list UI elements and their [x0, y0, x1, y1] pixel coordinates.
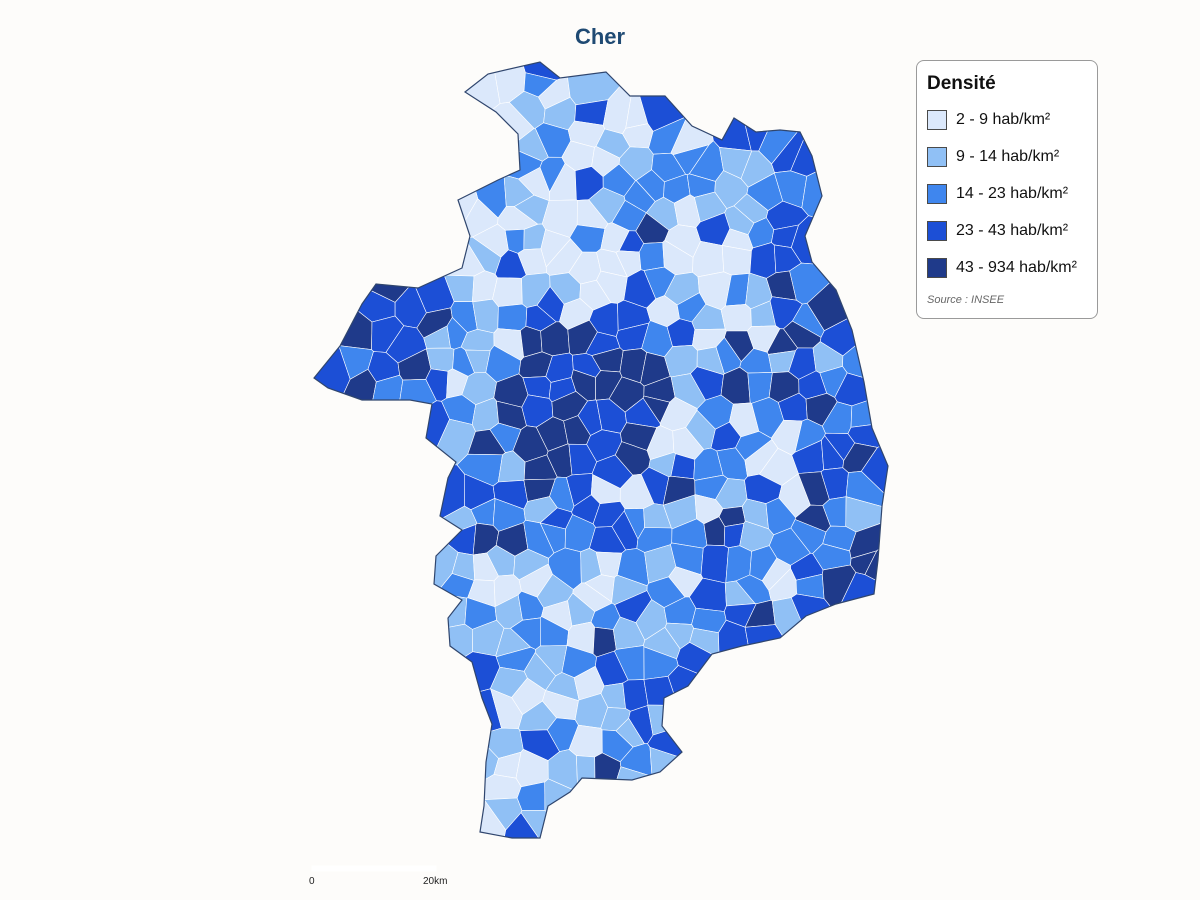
legend-item-class-4[interactable]: 23 - 43 hab/km²: [927, 212, 1087, 249]
commune-region[interactable]: [700, 544, 729, 584]
commune-region[interactable]: [267, 304, 351, 441]
commune-region[interactable]: [413, 15, 501, 143]
commune-region[interactable]: [649, 746, 734, 833]
scale-bar-start-label: 0: [309, 876, 315, 887]
legend-swatch: [927, 183, 947, 204]
legend-swatch: [927, 109, 947, 130]
commune-region[interactable]: [567, 21, 652, 106]
commune-region[interactable]: [647, 704, 704, 736]
commune-region[interactable]: [720, 304, 752, 332]
legend-label: 14 - 23 hab/km²: [956, 184, 1069, 202]
legend-title: Densité: [927, 73, 996, 94]
commune-region[interactable]: [633, 46, 720, 132]
commune-region[interactable]: [289, 261, 373, 350]
commune-regions: [267, 15, 946, 900]
legend-item-class-3[interactable]: 14 - 23 hab/km²: [927, 175, 1087, 212]
commune-region[interactable]: [576, 755, 596, 813]
scale-bar-end-label: 20km: [423, 876, 448, 887]
scale-bar: [311, 865, 437, 872]
commune-region[interactable]: [667, 665, 753, 731]
legend-item-class-2[interactable]: 9 - 14 hab/km²: [927, 138, 1087, 175]
commune-region[interactable]: [864, 515, 946, 618]
commune-region[interactable]: [389, 623, 474, 705]
commune-region[interactable]: [365, 400, 450, 477]
commune-region[interactable]: [835, 572, 931, 661]
legend-item-class-5[interactable]: 43 - 934 hab/km²: [927, 249, 1087, 286]
legend-label: 23 - 43 hab/km²: [956, 221, 1069, 239]
legend-swatch: [927, 146, 947, 167]
commune-region[interactable]: [426, 347, 455, 372]
legend-label: 9 - 14 hab/km²: [956, 147, 1060, 165]
commune-region[interactable]: [801, 137, 887, 236]
legend-item-class-1[interactable]: 2 - 9 hab/km²: [927, 101, 1087, 138]
commune-region[interactable]: [492, 277, 523, 307]
map-title: Cher: [574, 24, 626, 49]
commune-region[interactable]: [790, 90, 873, 177]
legend: Densité 2 - 9 hab/km² 9 - 14 hab/km² 14 …: [916, 60, 1098, 319]
legend-label: 2 - 9 hab/km²: [956, 110, 1051, 128]
commune-region[interactable]: [497, 303, 528, 331]
commune-region[interactable]: [749, 242, 777, 279]
commune-region[interactable]: [806, 250, 896, 332]
legend-label: 43 - 934 hab/km²: [956, 258, 1077, 276]
commune-region[interactable]: [834, 372, 902, 407]
legend-swatch: [927, 257, 947, 278]
commune-region[interactable]: [544, 778, 614, 865]
commune-region[interactable]: [790, 593, 857, 679]
commune-region[interactable]: [373, 523, 459, 610]
department-outline: [313, 61, 889, 839]
commune-region[interactable]: [394, 135, 479, 241]
commune-region[interactable]: [790, 215, 874, 267]
commune-region[interactable]: [594, 752, 622, 825]
commune-region[interactable]: [638, 242, 665, 271]
commune-region[interactable]: [744, 624, 828, 705]
commune-region[interactable]: [706, 65, 752, 152]
legend-source: Source : INSEE: [927, 294, 1005, 306]
commune-region[interactable]: [520, 810, 606, 892]
commune-region[interactable]: [491, 812, 582, 900]
legend-swatch: [927, 220, 947, 241]
commune-region[interactable]: [721, 245, 752, 276]
commune-region[interactable]: [463, 774, 522, 801]
commune-region[interactable]: [419, 688, 502, 736]
